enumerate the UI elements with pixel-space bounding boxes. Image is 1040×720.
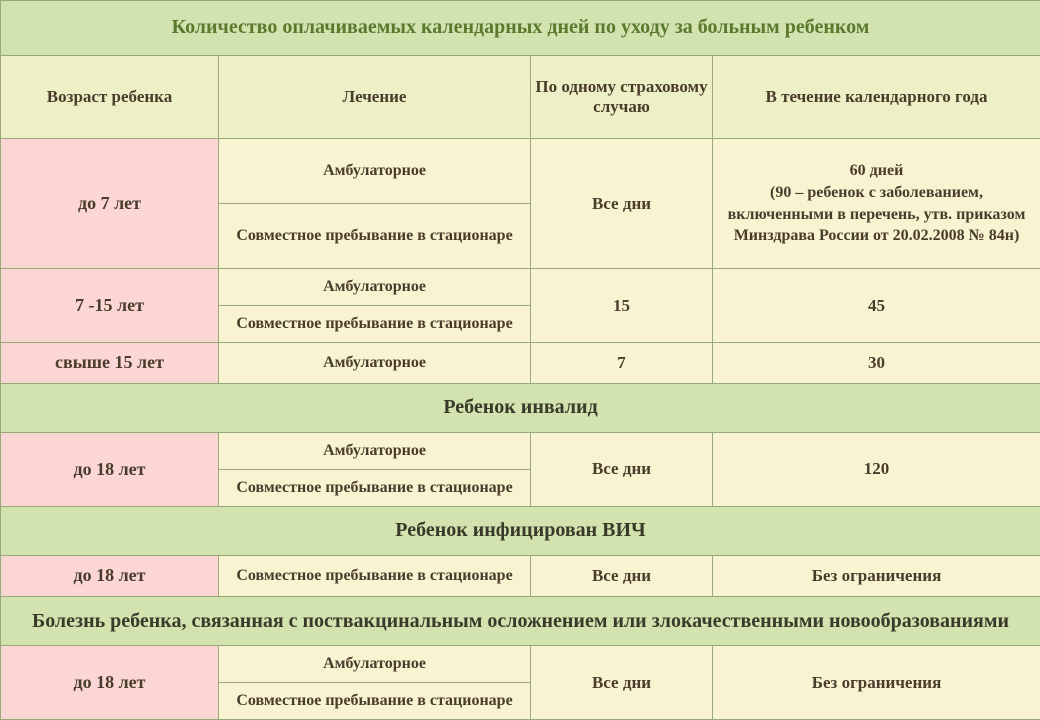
section-row: Ребенок инфицирован ВИЧ bbox=[1, 506, 1040, 555]
section-heading: Ребенок инфицирован ВИЧ bbox=[1, 506, 1040, 555]
per-case-cell: 15 bbox=[531, 269, 713, 343]
treatment-cell: Совместное пребывание в стационаре bbox=[219, 306, 531, 343]
table-row: до 18 лет Амбулаторное Все дни Без огран… bbox=[1, 646, 1040, 683]
table-row: свыше 15 лет Амбулаторное 7 30 bbox=[1, 342, 1040, 383]
per-year-cell: 60 дней(90 – ребенок с заболеванием, вкл… bbox=[713, 138, 1040, 268]
table-row: до 7 лет Амбулаторное Все дни 60 дней(90… bbox=[1, 138, 1040, 203]
per-year-cell: 45 bbox=[713, 269, 1040, 343]
treatment-cell: Амбулаторное bbox=[219, 138, 531, 203]
age-cell: до 18 лет bbox=[1, 646, 219, 720]
title-row: Количество оплачиваемых календарных дней… bbox=[1, 1, 1040, 56]
age-cell: 7 -15 лет bbox=[1, 269, 219, 343]
per-case-cell: 7 bbox=[531, 342, 713, 383]
age-cell: до 18 лет bbox=[1, 556, 219, 597]
treatment-cell: Совместное пребывание в стационаре bbox=[219, 469, 531, 506]
table-row: 7 -15 лет Амбулаторное 15 45 bbox=[1, 269, 1040, 306]
table-row: до 18 лет Амбулаторное Все дни 120 bbox=[1, 433, 1040, 470]
per-year-cell: 120 bbox=[713, 433, 1040, 507]
header-treatment: Лечение bbox=[219, 55, 531, 138]
section-heading: Болезнь ребенка, связанная с поствакцина… bbox=[1, 596, 1040, 645]
per-case-cell: Все дни bbox=[531, 556, 713, 597]
age-cell: до 18 лет bbox=[1, 433, 219, 507]
per-year-cell: Без ограничения bbox=[713, 646, 1040, 720]
treatment-cell: Амбулаторное bbox=[219, 269, 531, 306]
per-case-cell: Все дни bbox=[531, 646, 713, 720]
age-cell: свыше 15 лет bbox=[1, 342, 219, 383]
per-year-cell: Без ограничения bbox=[713, 556, 1040, 597]
age-cell: до 7 лет bbox=[1, 138, 219, 268]
treatment-cell: Совместное пребывание в стационаре bbox=[219, 556, 531, 597]
treatment-cell: Амбулаторное bbox=[219, 433, 531, 470]
treatment-cell: Совместное пребывание в стационаре bbox=[219, 204, 531, 269]
header-age: Возраст ребенка bbox=[1, 55, 219, 138]
treatment-cell: Амбулаторное bbox=[219, 342, 531, 383]
per-case-cell: Все дни bbox=[531, 138, 713, 268]
treatment-cell: Совместное пребывание в стационаре bbox=[219, 683, 531, 720]
table-row: до 18 лет Совместное пребывание в стацио… bbox=[1, 556, 1040, 597]
section-row: Ребенок инвалид bbox=[1, 383, 1040, 432]
section-heading: Ребенок инвалид bbox=[1, 383, 1040, 432]
per-case-cell: Все дни bbox=[531, 433, 713, 507]
per-year-cell: 30 bbox=[713, 342, 1040, 383]
table-container: Количество оплачиваемых календарных дней… bbox=[0, 0, 1040, 720]
header-row: Возраст ребенка Лечение По одному страхо… bbox=[1, 55, 1040, 138]
treatment-cell: Амбулаторное bbox=[219, 646, 531, 683]
header-per-year: В течение календарного года bbox=[713, 55, 1040, 138]
section-row: Болезнь ребенка, связанная с поствакцина… bbox=[1, 596, 1040, 645]
table-title: Количество оплачиваемых календарных дней… bbox=[1, 1, 1040, 56]
header-per-case: По одному страховому случаю bbox=[531, 55, 713, 138]
sick-leave-table: Количество оплачиваемых календарных дней… bbox=[0, 0, 1040, 720]
